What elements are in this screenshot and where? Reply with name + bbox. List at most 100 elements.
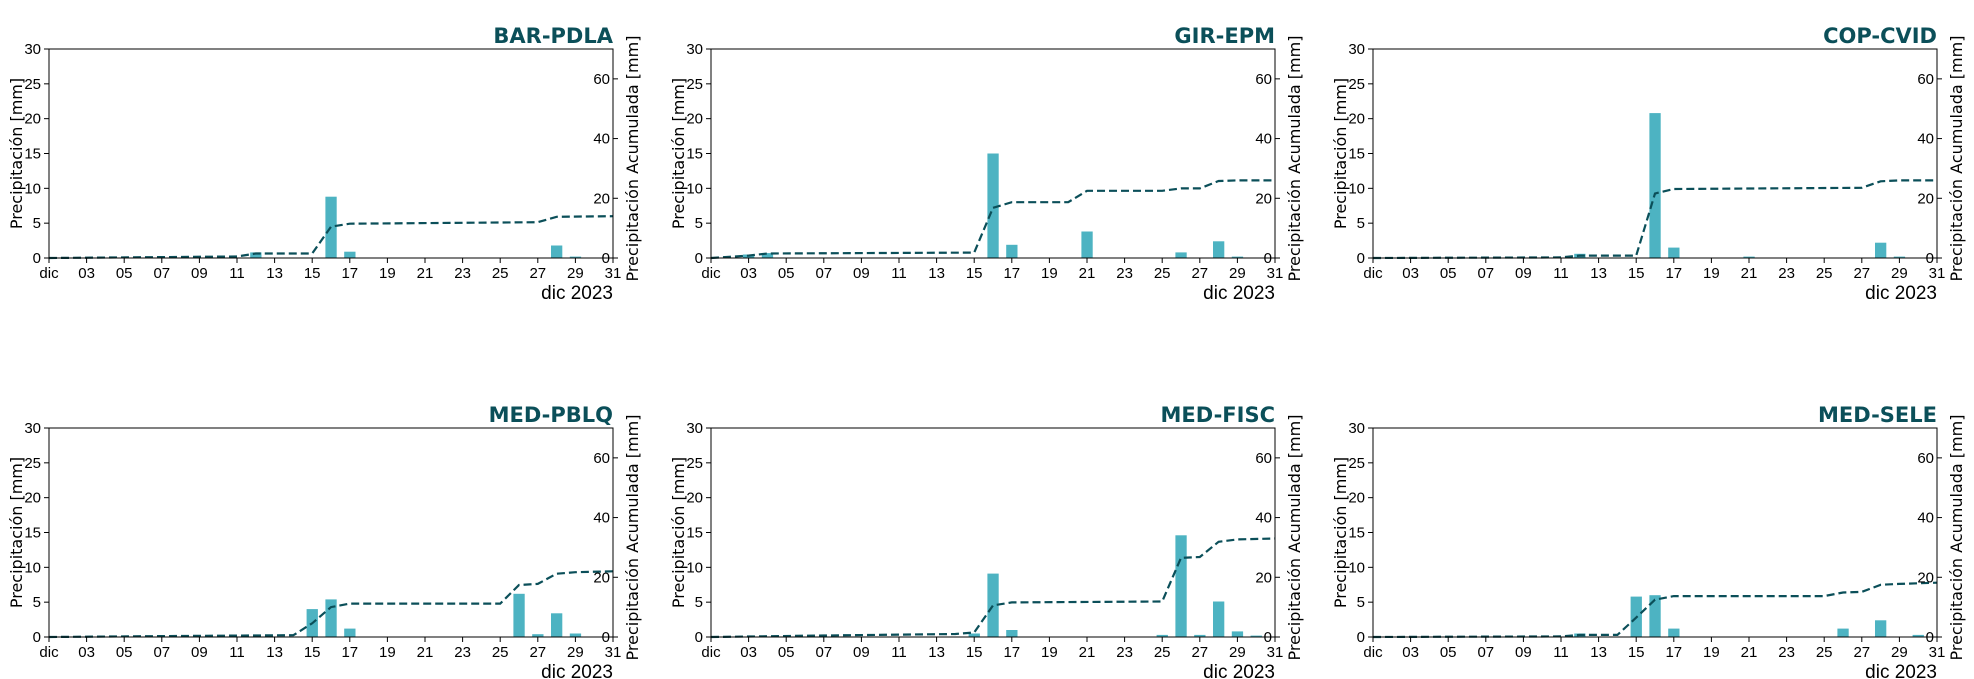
x-tick-label: 15 <box>1628 265 1645 282</box>
precipitation-bar <box>1668 247 1680 258</box>
y2-tick-label: 60 <box>593 71 610 88</box>
y2-tick-label: 0 <box>1926 250 1934 267</box>
x-tick-label: 05 <box>1440 265 1457 282</box>
precipitation-bar <box>532 634 544 637</box>
x-tick-label: 17 <box>341 265 358 282</box>
x-tick-label: 13 <box>266 644 283 661</box>
y-tick-label: 30 <box>1348 41 1365 58</box>
x-tick-label: 31 <box>605 644 622 661</box>
x-tick-label: 17 <box>341 644 358 661</box>
x-tick-label: 11 <box>1553 644 1569 661</box>
y-tick-label: 20 <box>686 111 703 128</box>
precipitation-bar <box>569 633 582 637</box>
x-tick-label: 15 <box>1628 644 1645 661</box>
x-tick-label: 31 <box>1929 644 1946 661</box>
x-tick-label: 27 <box>529 265 546 282</box>
x-tick-label: 11 <box>1553 265 1569 282</box>
station-title: MED-PBLQ <box>489 403 613 427</box>
precipitation-bar <box>1743 256 1755 258</box>
x-axis-unit-label: dic 2023 <box>541 662 613 679</box>
y-axis-label: Precipitación [mm] <box>7 78 26 229</box>
precipitation-bar <box>1875 242 1887 258</box>
x-tick-label: 09 <box>853 644 870 661</box>
y2-tick-label: 40 <box>1255 131 1272 148</box>
y-axis-label: Precipitación [mm] <box>1331 78 1350 229</box>
x-axis-unit-label: dic 2023 <box>1865 283 1937 304</box>
x-tick-label: 03 <box>78 265 95 282</box>
y2-tick-label: 20 <box>1917 569 1934 586</box>
y-tick-label: 25 <box>1348 455 1365 472</box>
x-tick-label: 03 <box>78 644 95 661</box>
x-axis-unit-label: dic 2023 <box>541 283 613 304</box>
precipitation-bar <box>1175 252 1187 258</box>
station-title: GIR-EPM <box>1174 24 1275 48</box>
cumulative-precipitation-line <box>48 215 614 260</box>
y-axis-label: Precipitación [mm] <box>669 78 688 229</box>
x-tick-label: 23 <box>1778 644 1795 661</box>
x-tick-label: 03 <box>1402 265 1419 282</box>
x-tick-label: 13 <box>1590 265 1607 282</box>
y2-tick-label: 0 <box>1264 250 1272 267</box>
x-axis-unit-label: dic 2023 <box>1865 662 1937 679</box>
x-tick-label: dic <box>1363 644 1383 661</box>
x-tick-label: 09 <box>1515 644 1532 661</box>
y2-axis-label: Precipitación Acumulada [mm] <box>623 36 642 282</box>
precipitation-bar <box>551 245 563 258</box>
x-tick-label: 13 <box>266 265 283 282</box>
y-tick-label: 25 <box>1348 76 1365 93</box>
y-tick-label: 20 <box>1348 490 1365 507</box>
precipitation-bar <box>1649 113 1661 258</box>
y-tick-label: 25 <box>24 76 41 93</box>
y-tick-label: 20 <box>686 490 703 507</box>
cumulative-precipitation-line <box>710 537 1276 639</box>
x-tick-label: 25 <box>492 265 509 282</box>
x-tick-label: 07 <box>815 265 832 282</box>
precipitation-bar <box>987 573 999 637</box>
y-tick-label: 15 <box>24 525 41 542</box>
y-tick-label: 10 <box>24 559 41 576</box>
y2-tick-label: 40 <box>593 131 610 148</box>
precipitation-bar <box>987 153 999 258</box>
precipitation-bar <box>569 256 582 258</box>
y2-tick-label: 0 <box>1264 629 1272 646</box>
x-tick-label: 19 <box>1703 644 1720 661</box>
y-tick-label: 10 <box>1348 559 1365 576</box>
x-tick-label: 09 <box>191 644 208 661</box>
precipitation-bar <box>1649 595 1661 637</box>
x-tick-label: 25 <box>1816 265 1833 282</box>
y-tick-label: 5 <box>1357 594 1365 611</box>
precipitation-bar <box>968 633 980 637</box>
x-tick-label: dic <box>701 265 721 282</box>
y-tick-label: 15 <box>1348 525 1365 542</box>
x-tick-label: 21 <box>1079 265 1096 282</box>
precipitation-bar <box>1231 256 1244 258</box>
x-tick-label: 25 <box>1154 265 1171 282</box>
x-tick-label: 19 <box>379 644 396 661</box>
y-tick-label: 0 <box>33 629 41 646</box>
x-tick-label: 19 <box>1041 265 1058 282</box>
y-tick-label: 0 <box>695 250 703 267</box>
precipitation-bar <box>1875 620 1887 637</box>
precipitation-bar <box>344 251 356 258</box>
x-tick-label: 21 <box>417 644 434 661</box>
y-tick-label: 30 <box>24 41 41 58</box>
precipitation-bar <box>1213 601 1225 637</box>
x-tick-label: 19 <box>1041 644 1058 661</box>
x-tick-label: 05 <box>116 644 133 661</box>
x-tick-label: 31 <box>1267 644 1284 661</box>
precipitation-bar <box>1231 631 1244 637</box>
cumulative-precipitation-line <box>1372 581 1938 639</box>
y-tick-label: 30 <box>1348 420 1365 437</box>
y2-tick-label: 20 <box>1255 190 1272 207</box>
x-tick-label: 27 <box>1191 644 1208 661</box>
x-tick-label: 29 <box>1891 644 1908 661</box>
y2-tick-label: 40 <box>1917 131 1934 148</box>
x-tick-label: 31 <box>605 265 622 282</box>
x-tick-label: 17 <box>1665 265 1682 282</box>
